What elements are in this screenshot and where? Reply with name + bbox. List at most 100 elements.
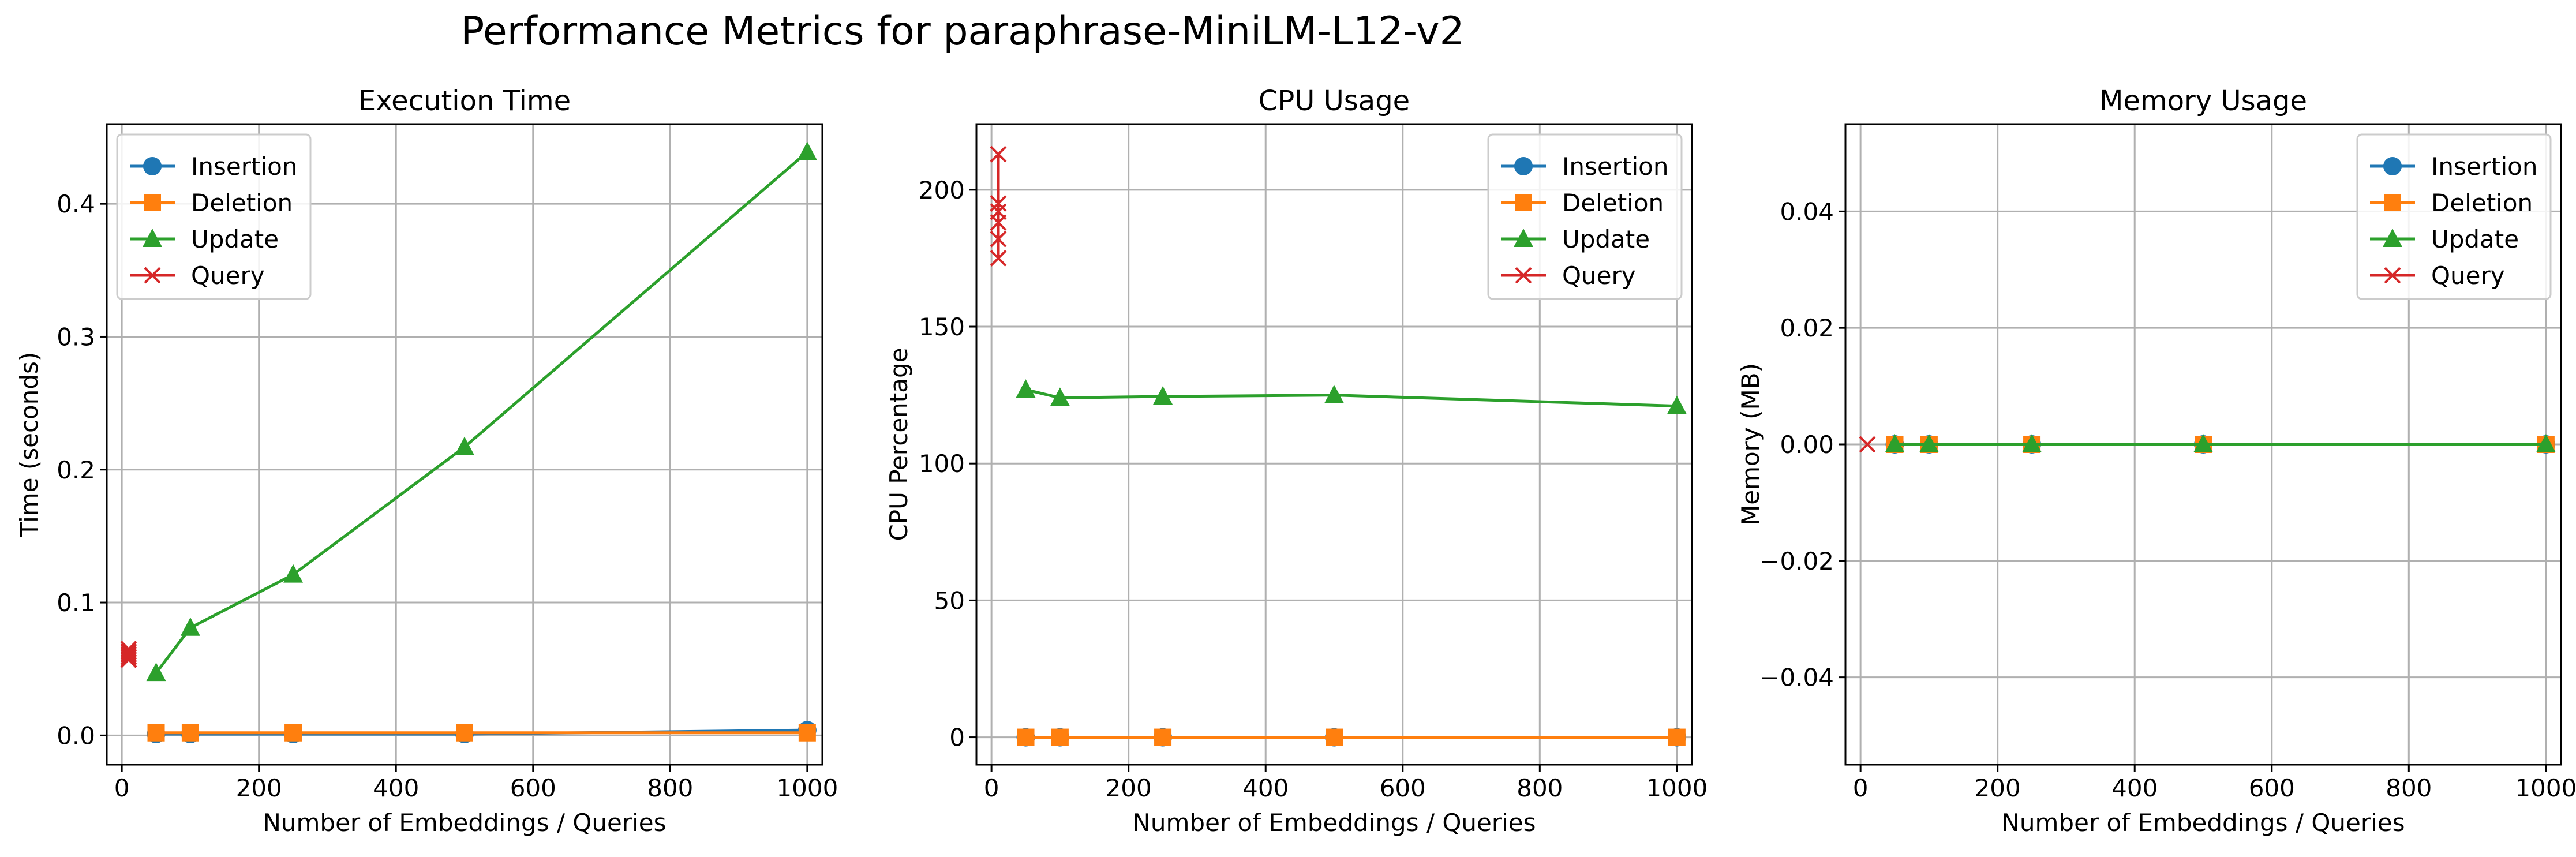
legend-label: Insertion	[1562, 152, 1668, 181]
legend-entry-insertion: Insertion	[1501, 152, 1668, 181]
legend-entry-deletion: Deletion	[2370, 189, 2533, 217]
legend-label: Query	[1562, 261, 1636, 290]
x-tick-label: 800	[1517, 774, 1563, 802]
legend-marker	[1514, 157, 1533, 175]
legend-marker	[143, 229, 162, 247]
execution-time-plot: 0 200 400 600 800 1000 0.0 0.1 0.2 0.3 0.4 Executio…	[15, 85, 838, 837]
legend-marker	[2383, 157, 2402, 175]
x-tick-label: 600	[1380, 774, 1426, 802]
series-query	[990, 145, 1007, 267]
y-tick-label: 50	[934, 586, 965, 615]
data-point-update	[1324, 384, 1344, 403]
data-point-update	[455, 436, 474, 455]
legend-entry-insertion: Insertion	[130, 152, 297, 181]
x-tick-label: 400	[373, 774, 419, 802]
legend-entry-query: Query	[2370, 261, 2505, 290]
series-update	[1016, 379, 1687, 414]
legend-marker	[144, 267, 161, 284]
legend-entry-deletion: Deletion	[130, 189, 293, 217]
y-tick-label: 200	[919, 176, 965, 204]
data-point-query	[1859, 436, 1876, 453]
x-tick-label: 0	[1853, 774, 1869, 802]
cpu-usage-plot: 0 200 400 600 800 1000 0 50 100 150 200 CPU Usage Nu…	[885, 85, 1708, 837]
axes-frame	[975, 123, 1693, 766]
legend-entry-update: Update	[130, 225, 279, 253]
x-tick-label: 800	[647, 774, 693, 802]
x-tick-label: 600	[510, 774, 556, 802]
data-point-deletion	[147, 724, 165, 742]
data-point-query	[990, 230, 1007, 248]
series-update	[146, 141, 817, 682]
data-point-deletion	[181, 724, 199, 742]
x-tick-label: 0	[984, 774, 999, 802]
legend-marker	[2384, 267, 2401, 284]
data-point-update	[1885, 434, 1905, 452]
y-tick-label: 150	[919, 313, 965, 341]
series-query	[1859, 436, 1876, 453]
plot-title: Execution Time	[358, 85, 571, 117]
legend-marker	[2384, 194, 2401, 211]
x-tick-label: 200	[236, 774, 282, 802]
legend-label: Query	[2431, 261, 2505, 290]
x-tick-label: 800	[2386, 774, 2432, 802]
legend-label: Insertion	[2431, 152, 2537, 181]
data-point-query	[990, 145, 1007, 163]
data-point-deletion	[1154, 728, 1172, 746]
y-axis-label: CPU Percentage	[885, 347, 913, 541]
data-point-query	[120, 643, 137, 660]
data-point-update	[1050, 387, 1070, 406]
legend-box	[1487, 133, 1683, 300]
x-tick-label: 400	[2111, 774, 2158, 802]
data-point-deletion	[1326, 728, 1343, 746]
data-point-query	[120, 646, 137, 663]
legend-label: Update	[1562, 225, 1650, 253]
legend-marker	[1514, 229, 1533, 247]
legend-label: Update	[2431, 225, 2519, 253]
x-axis-label: Number of Embeddings / Queries	[2001, 809, 2405, 837]
y-tick-label: 0.02	[1780, 314, 1834, 342]
data-point-update	[1667, 395, 1687, 414]
series-deletion	[147, 724, 816, 742]
legend-marker	[1515, 267, 1532, 284]
data-point-deletion	[284, 724, 302, 742]
y-tick-label: 0.2	[57, 456, 95, 484]
legend-label: Update	[191, 225, 279, 253]
data-point-update	[2536, 434, 2556, 452]
legend-entry-update: Update	[2370, 225, 2519, 253]
data-point-update	[180, 617, 200, 636]
y-tick-label: 100	[919, 450, 965, 478]
data-point-update	[146, 663, 166, 682]
data-point-query	[990, 214, 1007, 231]
x-tick-label: 0	[114, 774, 130, 802]
legend-entry-query: Query	[1501, 261, 1636, 290]
legend-entry-update: Update	[1501, 225, 1650, 253]
legend-box	[2356, 133, 2552, 300]
data-point-update	[797, 141, 817, 160]
data-point-update	[283, 564, 304, 583]
y-tick-label: 0.0	[57, 721, 95, 750]
legend-marker	[1515, 194, 1532, 211]
x-tick-label: 200	[1975, 774, 2021, 802]
legend: Insertion Deletion Update Query	[116, 133, 312, 300]
data-point-query	[990, 250, 1007, 267]
y-axis-label: Memory (MB)	[1736, 363, 1765, 526]
y-tick-label: 0.04	[1780, 197, 1834, 226]
legend-label: Deletion	[2431, 189, 2533, 217]
y-tick-label: −0.02	[1759, 547, 1834, 575]
data-point-update	[1016, 379, 1036, 398]
memory-usage-plot: 0 200 400 600 800 1000 −0.04 −0.02 0.00 0.02 0.04 M…	[1736, 85, 2576, 837]
legend-label: Deletion	[1562, 189, 1664, 217]
y-tick-label: 0.3	[57, 323, 95, 351]
legend-box	[116, 133, 312, 300]
data-point-query	[120, 641, 137, 658]
axes-frame	[106, 123, 823, 766]
x-tick-label: 1000	[1646, 774, 1708, 802]
series-deletion	[1017, 728, 1686, 746]
legend-label: Deletion	[191, 189, 293, 217]
x-tick-label: 1000	[776, 774, 838, 802]
data-point-update	[2193, 434, 2213, 452]
y-tick-label: 0.4	[57, 190, 95, 218]
data-point-update	[1919, 434, 1939, 452]
legend-marker	[2383, 229, 2402, 247]
